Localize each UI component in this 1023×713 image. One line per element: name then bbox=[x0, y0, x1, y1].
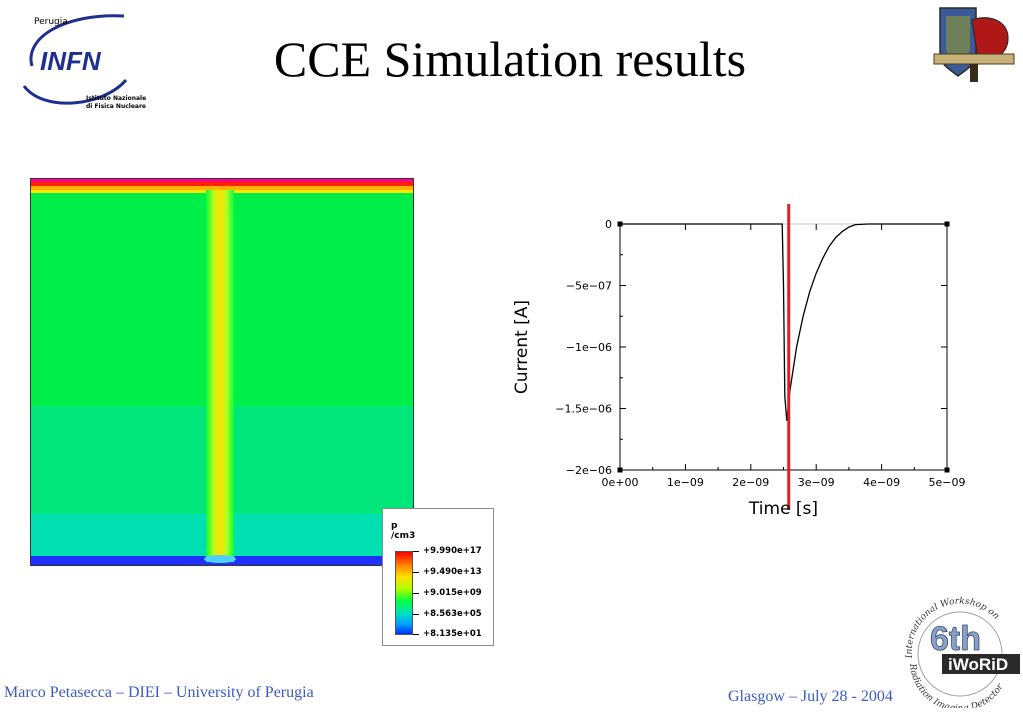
infn-line1: Istituto Nazionale bbox=[86, 95, 146, 102]
y-tick-label: −5e−07 bbox=[566, 280, 612, 293]
x-tick-label: 2e−09 bbox=[732, 476, 769, 489]
legend-tick bbox=[413, 614, 419, 615]
footer-venue: Glasgow – July 28 - 2004 bbox=[728, 688, 893, 705]
legend-unit-line1: p bbox=[391, 521, 398, 531]
infn-name: INFN bbox=[40, 46, 102, 76]
legend-unit: p /cm3 bbox=[391, 521, 415, 541]
crest-banner bbox=[933, 53, 1015, 65]
x-tick-label: 3e−09 bbox=[798, 476, 835, 489]
infn-swoosh-bottom bbox=[22, 79, 128, 105]
page-title: CCE Simulation results bbox=[273, 31, 747, 87]
legend-value: +8.563e+05 bbox=[423, 609, 482, 619]
x-tick-label: 1e−09 bbox=[667, 476, 704, 489]
map-top-stripe-2 bbox=[30, 182, 414, 186]
x-tick-label: 5e−09 bbox=[929, 476, 966, 489]
y-tick-label: −2e−06 bbox=[566, 464, 612, 477]
crest-logo-icon bbox=[932, 2, 1016, 86]
current-series-line bbox=[620, 223, 947, 421]
plot-svg: 0e+00 1e−09 2e−09 3e−09 4e−09 5e−09 0 −5e−07 −1e… bbox=[512, 204, 966, 519]
infn-line2: di Fisica Nucleare bbox=[86, 103, 146, 110]
legend-value: +8.135e+01 bbox=[423, 629, 482, 639]
footer-author: Marco Petasecca – DIEI – University of P… bbox=[4, 684, 314, 701]
crest-inner bbox=[946, 16, 970, 64]
x-tick-label: 4e−09 bbox=[863, 476, 900, 489]
legend-tick bbox=[413, 572, 419, 573]
y-axis-label: Current [A] bbox=[512, 300, 532, 394]
current-time-plot: 0e+00 1e−09 2e−09 3e−09 4e−09 5e−09 0 −5e−07 −1e… bbox=[505, 196, 975, 526]
map-charge-track bbox=[206, 190, 234, 562]
iworid-number: 6th bbox=[930, 620, 981, 658]
iworid-logo: International Workshop on Radiation Imag… bbox=[896, 589, 1022, 713]
x-axis-label: Time [s] bbox=[748, 499, 818, 519]
legend-unit-line2: /cm3 bbox=[391, 531, 416, 541]
crest-base bbox=[970, 64, 978, 82]
infn-logo: Perugia INFN Istituto Nazionale di Fisic… bbox=[14, 8, 154, 118]
legend-color-bar bbox=[395, 551, 413, 635]
map-top-stripe-1 bbox=[30, 178, 414, 182]
simulation-map bbox=[30, 178, 414, 566]
y-tick-label: 0 bbox=[605, 218, 612, 231]
map-track-end bbox=[204, 555, 236, 563]
legend-tick bbox=[413, 593, 419, 594]
legend-value: +9.490e+13 bbox=[423, 567, 482, 577]
infn-city: Perugia bbox=[34, 17, 68, 27]
y-tick-label: −1.5e−06 bbox=[555, 403, 612, 416]
legend-tick bbox=[413, 634, 419, 635]
color-legend: p /cm3 +9.990e+17 +9.490e+13 +9.015e+09 … bbox=[382, 508, 494, 646]
x-tick-label: 0e+00 bbox=[602, 476, 639, 489]
legend-tick bbox=[413, 551, 419, 552]
iworid-banner bbox=[942, 654, 1020, 674]
legend-value: +9.015e+09 bbox=[423, 588, 482, 598]
legend-value: +9.990e+17 bbox=[423, 546, 482, 556]
map-top-stripe-3 bbox=[30, 186, 414, 190]
infn-logo-graphic: Perugia INFN Istituto Nazionale di Fisic… bbox=[22, 14, 146, 110]
iworid-name: iWoRiD bbox=[948, 655, 1008, 674]
infn-swoosh-top bbox=[29, 14, 125, 67]
map-border bbox=[30, 178, 414, 566]
y-tick-label: −1e−06 bbox=[566, 341, 612, 354]
